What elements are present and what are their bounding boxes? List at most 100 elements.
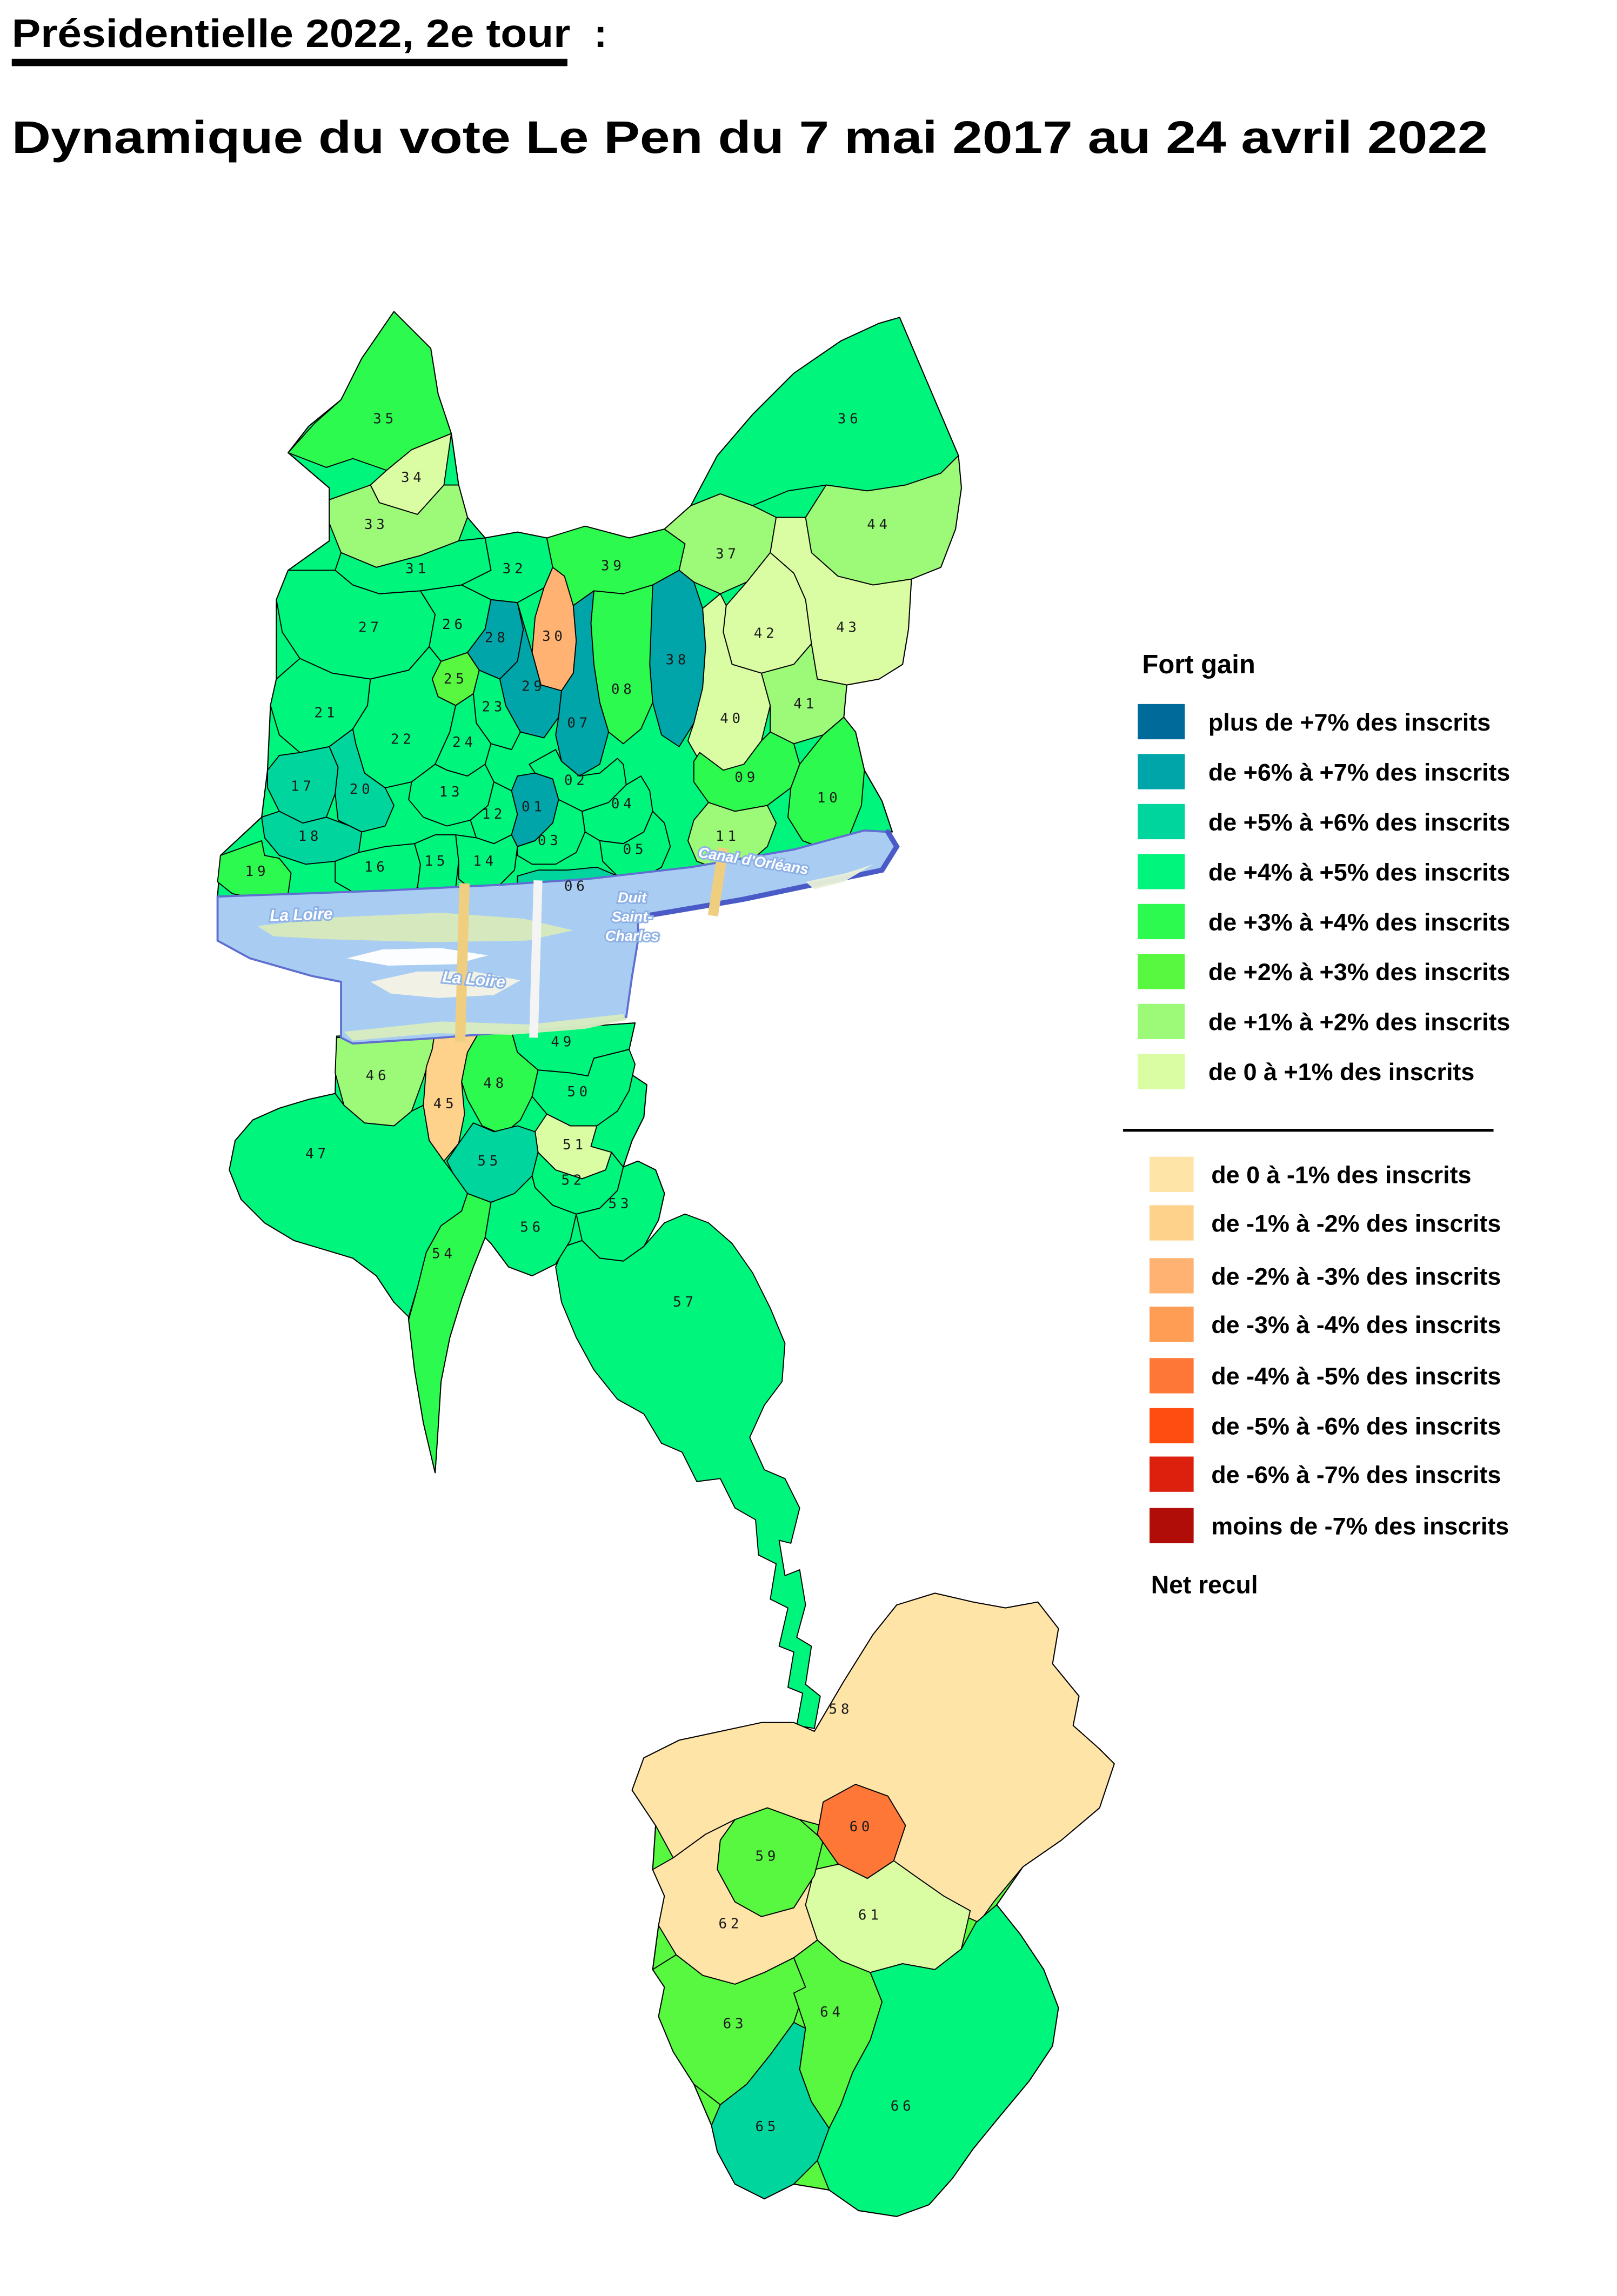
legend-label-m0: de 0 à -1% des inscrits — [1211, 1161, 1471, 1189]
district-label-39: 39 — [601, 558, 625, 574]
district-label-52: 52 — [561, 1172, 585, 1188]
district-label-13: 13 — [439, 784, 464, 800]
river-island-4 — [805, 864, 873, 889]
legend-label-m2: de -2% à -3% des inscrits — [1211, 1262, 1501, 1290]
district-52 — [531, 1152, 624, 1215]
title-underline — [11, 58, 567, 66]
district-label-51: 51 — [563, 1137, 587, 1153]
district-label-28: 28 — [485, 630, 509, 646]
district-label-03: 03 — [538, 833, 562, 849]
title-block: Présidentielle 2022, 2e tour: Dynamique d… — [11, 11, 1488, 163]
district-label-02: 02 — [564, 772, 589, 788]
legend-label-m7: moins de -7% des inscrits — [1211, 1512, 1509, 1540]
district-label-16: 16 — [364, 859, 389, 875]
legend-label-m1: de -1% à -2% des inscrits — [1211, 1209, 1501, 1237]
district-label-17: 17 — [291, 778, 315, 794]
district-label-10: 10 — [817, 790, 841, 806]
river-island-1 — [346, 948, 489, 966]
page-title-colon: : — [594, 11, 607, 56]
legend-label-m3: de -3% à -4% des inscrits — [1211, 1311, 1501, 1338]
legend-recul-footer: Net recul — [1151, 1570, 1258, 1598]
district-label-33: 33 — [364, 517, 389, 533]
legend-swatch-p1 — [1138, 1003, 1185, 1040]
district-label-01: 01 — [522, 799, 546, 815]
district-label-27: 27 — [358, 620, 383, 636]
page-title-line2: Dynamique du vote Le Pen du 7 mai 2017 a… — [12, 112, 1488, 163]
district-label-53: 53 — [608, 1196, 632, 1212]
legend-swatch-m7 — [1150, 1508, 1194, 1543]
district-label-63: 63 — [723, 2016, 747, 2032]
district-label-66: 66 — [891, 2098, 915, 2114]
district-label-55: 55 — [477, 1153, 502, 1169]
district-label-58: 58 — [828, 1702, 853, 1718]
district-label-42: 42 — [754, 625, 778, 641]
district-label-14: 14 — [473, 853, 497, 869]
legend-label-p3: de +3% à +4% des inscrits — [1208, 908, 1511, 936]
district-label-44: 44 — [867, 517, 891, 533]
district-57 — [555, 1213, 821, 1729]
district-label-37: 37 — [716, 546, 740, 563]
river-label: Charles — [605, 927, 659, 944]
legend-label-p5: de +5% à +6% des inscrits — [1208, 808, 1511, 836]
legend-swatch-m1 — [1150, 1205, 1194, 1241]
district-20 — [329, 728, 395, 833]
district-label-11: 11 — [716, 828, 740, 845]
district-label-29: 29 — [522, 678, 546, 694]
legend-swatch-p0 — [1138, 1054, 1185, 1089]
legend-label-p1: de +1% à +2% des inscrits — [1208, 1008, 1511, 1036]
legend-swatch-m0 — [1150, 1156, 1194, 1192]
legend-swatch-p6 — [1138, 754, 1185, 789]
legend-swatch-p2 — [1138, 954, 1185, 989]
legend-swatch-p3 — [1138, 903, 1185, 940]
map-districts-layer — [217, 311, 1115, 2217]
legend-label-p2: de +2% à +3% des inscrits — [1208, 958, 1511, 986]
district-label-62: 62 — [718, 1916, 743, 1932]
district-64 — [793, 1939, 883, 2129]
district-label-48: 48 — [483, 1075, 507, 1092]
district-label-07: 07 — [567, 715, 591, 731]
district-label-08: 08 — [611, 681, 636, 698]
legend-panel: Fort gain plus de +7% des inscrits de +6% … — [1123, 650, 1511, 1598]
legend-swatch-p7 — [1138, 704, 1185, 740]
district-05 — [599, 811, 671, 880]
legend-label-p4: de +4% à +5% des inscrits — [1208, 858, 1511, 886]
river-island-0 — [257, 913, 573, 942]
district-label-18: 18 — [298, 828, 323, 845]
district-label-43: 43 — [836, 620, 860, 636]
district-label-60: 60 — [850, 1819, 874, 1835]
district-19 — [217, 840, 292, 900]
district-label-50: 50 — [567, 1084, 591, 1100]
legend-gain-header: Fort gain — [1142, 650, 1255, 679]
legend-label-p0: de 0 à +1% des inscrits — [1208, 1058, 1474, 1086]
district-label-19: 19 — [245, 863, 270, 880]
district-label-15: 15 — [424, 853, 449, 869]
district-label-05: 05 — [623, 841, 647, 858]
district-label-21: 21 — [314, 705, 338, 721]
district-label-12: 12 — [482, 806, 506, 822]
legend-swatch-p4 — [1138, 854, 1185, 889]
district-14 — [455, 834, 518, 892]
legend-label-m4: de -4% à -5% des inscrits — [1211, 1362, 1501, 1390]
district-label-24: 24 — [452, 734, 477, 751]
district-02 — [529, 749, 627, 812]
district-10 — [787, 717, 865, 851]
legend-label-p6: de +6% à +7% des inscrits — [1208, 758, 1511, 786]
district-60 — [817, 1784, 906, 1879]
page-title-line1: Présidentielle 2022, 2e tour — [12, 11, 571, 56]
district-label-65: 65 — [755, 2119, 779, 2135]
river-island-3 — [644, 898, 765, 928]
river-label: La Loire — [270, 905, 333, 925]
district-label-41: 41 — [793, 696, 818, 712]
river-label: Duit — [618, 889, 647, 906]
bridge-2 — [707, 847, 729, 916]
legend-label-m5: de -5% à -6% des inscrits — [1211, 1413, 1501, 1440]
legend-swatch-p5 — [1138, 804, 1185, 840]
bridge-1 — [529, 880, 543, 1038]
district-36 — [690, 317, 959, 506]
district-label-57: 57 — [673, 1294, 697, 1310]
district-number-labels: 57 47 54 56 53 49 46 45 48 50 51 55 52 35 34 33 31 32 30 39… — [245, 411, 915, 2135]
river-island-2 — [370, 971, 520, 998]
